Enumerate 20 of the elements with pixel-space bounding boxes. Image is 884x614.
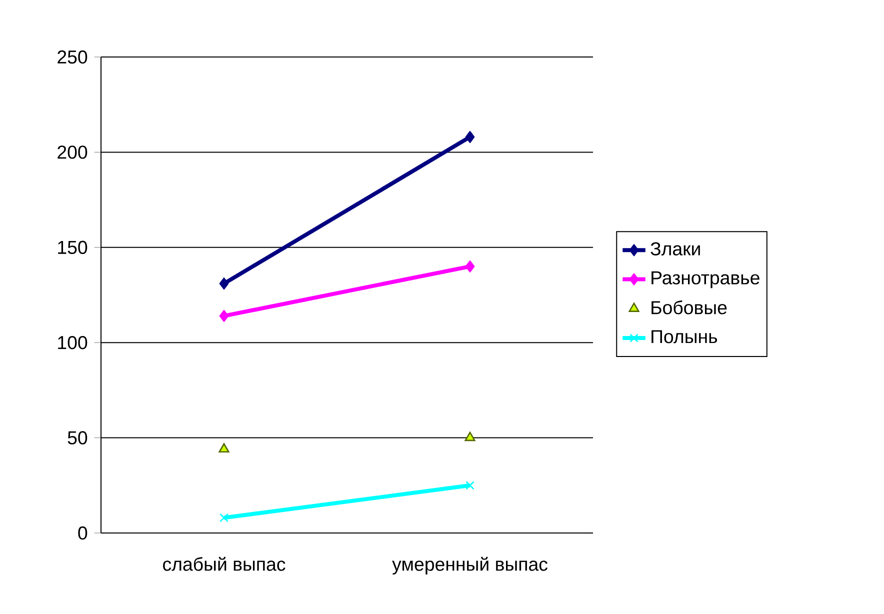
y-tick-label: 250: [58, 50, 88, 64]
point: [465, 260, 475, 272]
point: [220, 513, 228, 522]
point: [466, 480, 474, 490]
point: [219, 310, 229, 322]
point: [465, 130, 475, 143]
legend-label: Бобовые: [652, 300, 727, 314]
point: [219, 278, 229, 290]
legend-label: Злаки: [650, 242, 700, 256]
y-tick-label: 100: [58, 336, 88, 350]
x-tick-label: умеренный выпас: [392, 556, 548, 575]
legend-label: Полынь: [652, 330, 718, 344]
y-tick-label: 200: [58, 146, 88, 159]
y-tick-label: 150: [58, 240, 88, 254]
point: [218, 443, 230, 453]
point: [464, 432, 476, 442]
y-tick-label: 0: [78, 526, 88, 540]
y-tick-label: 50: [68, 431, 88, 444]
legend-label: Разнотравье: [652, 271, 760, 288]
x-tick-label: слабый выпас: [163, 556, 286, 571]
